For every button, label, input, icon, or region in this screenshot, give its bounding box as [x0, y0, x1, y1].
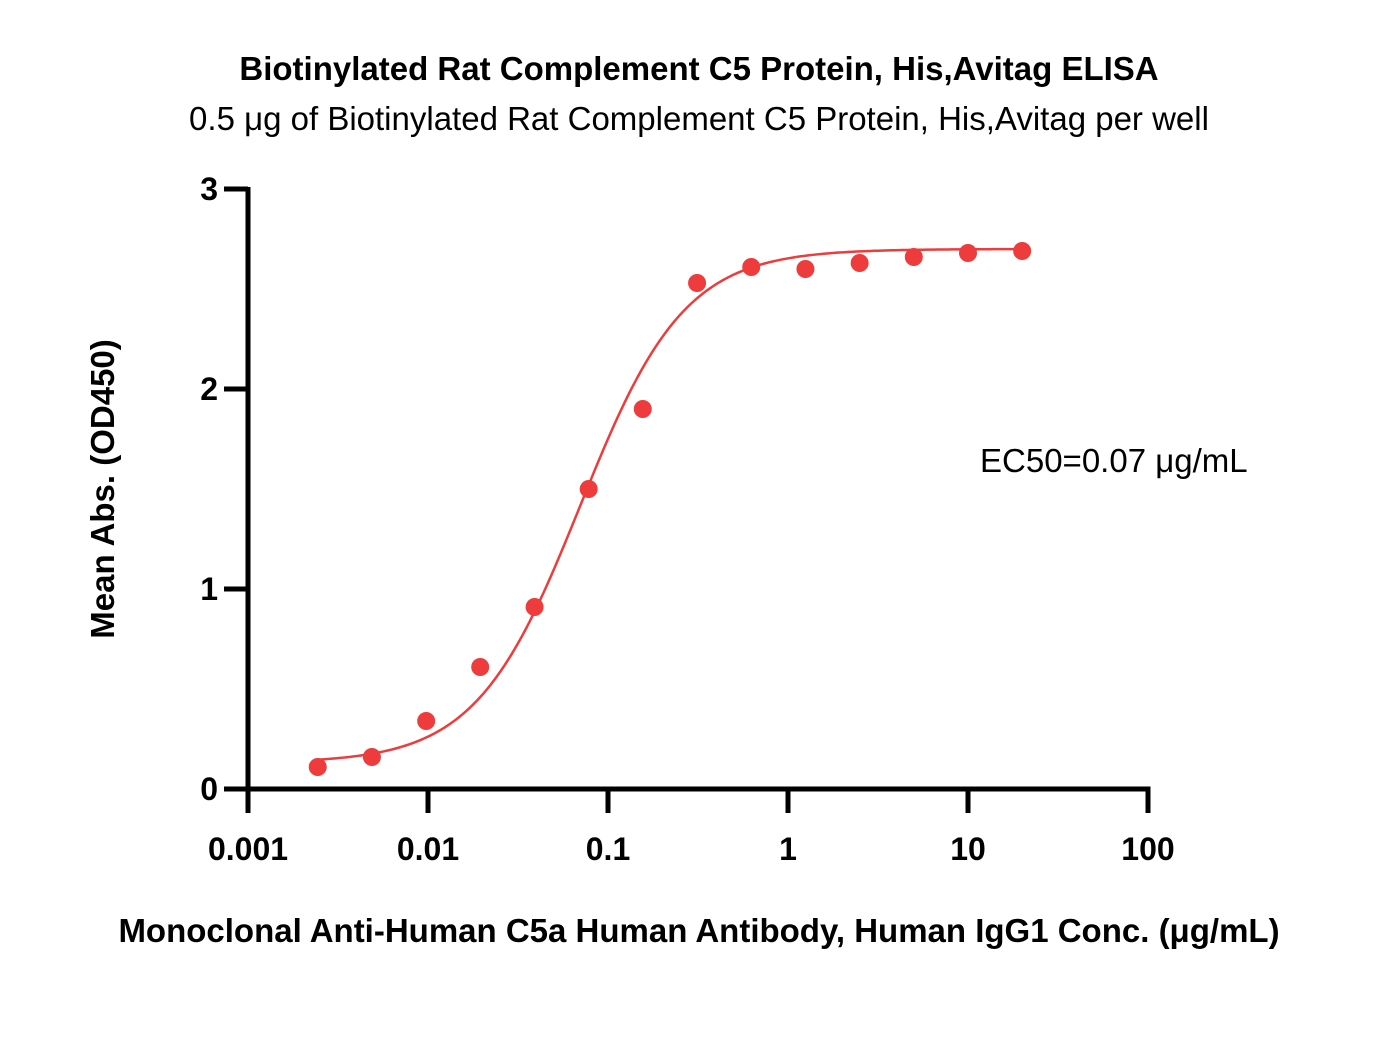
x-tick-label: 0.001: [208, 831, 288, 867]
x-ticks: 0.001 0.01 0.1 1 10 100: [208, 789, 1175, 867]
y-axis-title: Mean Abs. (OD450): [84, 339, 121, 639]
data-point: [579, 480, 598, 498]
y-tick-label: 3: [200, 171, 218, 207]
x-tick-label: 0.01: [397, 831, 459, 867]
x-axis-title: Monoclonal Anti-Human C5a Human Antibody…: [118, 912, 1279, 949]
data-point: [850, 254, 869, 272]
data-point: [362, 748, 381, 766]
data-point: [1013, 242, 1032, 260]
y-ticks: 0 1 2 3: [200, 171, 248, 807]
data-point: [308, 758, 327, 776]
data-point: [417, 712, 436, 730]
data-point: [796, 260, 815, 278]
ec50-annotation: EC50=0.07 μg/mL: [980, 442, 1248, 479]
x-tick-label: 10: [950, 831, 986, 867]
x-tick-label: 0.1: [586, 831, 630, 867]
x-tick-label: 1: [779, 831, 797, 867]
data-point: [904, 248, 923, 266]
chart-title: Biotinylated Rat Complement C5 Protein, …: [239, 50, 1158, 87]
fit-curve: [317, 247, 1023, 761]
x-tick-label: 100: [1121, 831, 1174, 867]
data-point: [633, 400, 652, 418]
data-point: [742, 258, 761, 276]
y-tick-label: 2: [200, 371, 218, 407]
y-tick-label: 0: [200, 771, 218, 807]
data-points: [308, 242, 1032, 776]
data-point: [959, 244, 977, 262]
axes: 0 1 2 3 0.001 0.01 0.1 1 10 100: [200, 171, 1174, 867]
chart-subtitle: 0.5 μg of Biotinylated Rat Complement C5…: [189, 100, 1209, 137]
data-point: [688, 274, 707, 292]
y-tick-label: 1: [200, 571, 218, 607]
data-point: [525, 598, 544, 616]
data-point: [471, 658, 490, 676]
